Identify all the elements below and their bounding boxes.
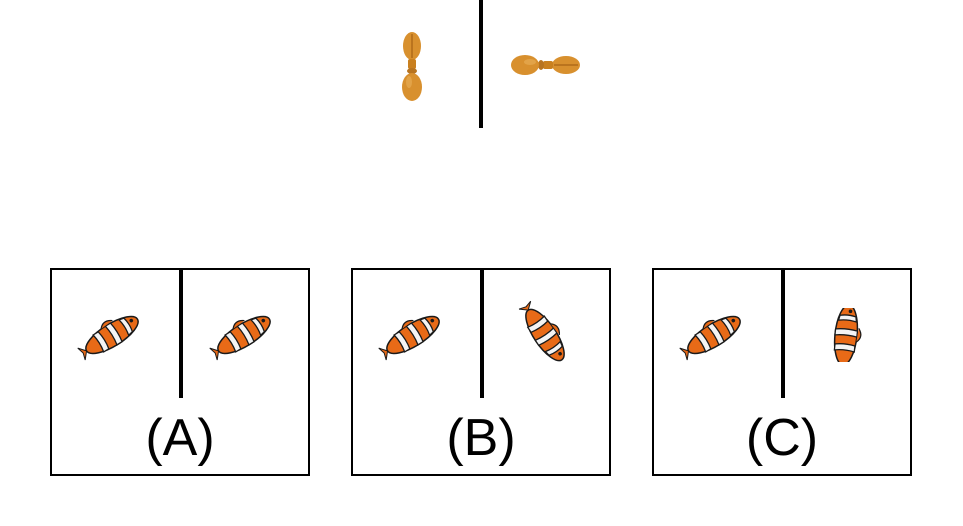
clownfish-icon (377, 308, 446, 362)
option-divider (781, 270, 785, 398)
clownfish-rotated-icon (514, 300, 576, 368)
option-a[interactable]: (A) (50, 268, 310, 476)
example-pair (0, 0, 963, 140)
pepper-mill-icon (401, 31, 423, 102)
option-b[interactable]: (B) (351, 268, 611, 476)
option-label: (A) (145, 409, 215, 467)
clownfish-icon (678, 308, 747, 362)
clownfish-flipped-icon (810, 308, 882, 362)
option-divider (480, 270, 484, 398)
option-divider (179, 270, 183, 398)
example-divider (479, 0, 483, 128)
clownfish-icon (208, 308, 277, 362)
option-label: (C) (745, 409, 819, 467)
pepper-mill-rotated-icon (510, 54, 581, 76)
clownfish-icon (76, 308, 145, 362)
option-label: (B) (446, 409, 516, 467)
option-c[interactable]: (C) (652, 268, 912, 476)
